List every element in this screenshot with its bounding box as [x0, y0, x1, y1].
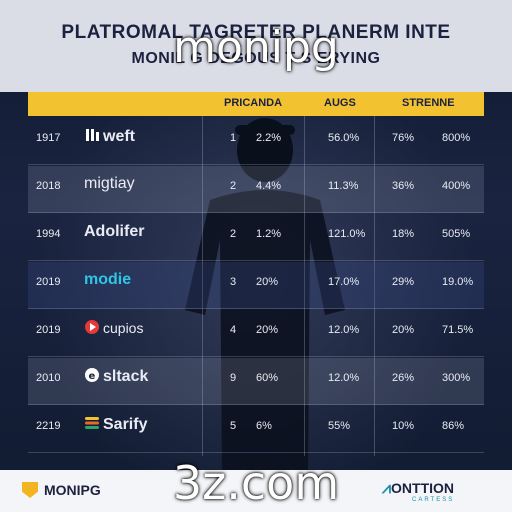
year-cell: 1917: [36, 132, 61, 144]
page-subtitle: MONIL G DEGOUS T S ERYING: [131, 50, 381, 67]
stripes-logo-icon: [85, 417, 99, 429]
value-cell: 71.5%: [442, 324, 474, 336]
person-silhouette: [185, 118, 345, 470]
value-cell: 29%: [392, 276, 415, 288]
year-cell: 1994: [36, 228, 61, 240]
value-cell: 17.0%: [328, 276, 360, 288]
rank-cell: 4: [230, 324, 237, 336]
header-band: [0, 0, 512, 92]
value-cell: 20%: [256, 276, 279, 288]
value-cell: 505%: [442, 228, 471, 240]
shield-logo-icon: [22, 482, 38, 498]
value-cell: 11.3%: [328, 180, 359, 192]
year-cell: 2018: [36, 180, 61, 192]
table-row: 2018 migtiay 2 4.4% 11.3% 36% 400%: [28, 166, 484, 213]
brand-cell: Adolifer: [84, 223, 144, 241]
table-row: 1917 weft 1 2.2% 56.0% 76% 800%: [28, 118, 484, 165]
column-header-augs: AUGS: [324, 97, 356, 109]
value-cell: 121.0%: [328, 228, 366, 240]
rank-cell: 9: [230, 372, 237, 384]
value-cell: 800%: [442, 132, 471, 144]
brand-name: sltack: [103, 368, 149, 385]
footer-bar: MONIPG ⩘ONTTION CARTESS: [0, 470, 512, 512]
brand-name: weft: [103, 128, 135, 145]
table-row: 2019 modie 3 20% 17.0% 29% 19.0%: [28, 262, 484, 309]
column-divider: [304, 116, 305, 456]
vertical-bars-logo-icon: [86, 129, 99, 141]
m-logo-icon: ⩘: [382, 480, 392, 497]
value-cell: 10%: [392, 420, 415, 432]
column-divider: [374, 116, 375, 456]
rank-cell: 1: [230, 132, 237, 144]
value-cell: 55%: [328, 420, 351, 432]
value-cell: 1.2%: [256, 228, 282, 240]
value-cell: 20%: [392, 324, 415, 336]
table-row: 1994 Adolifer 2 1.2% 121.0% 18% 505%: [28, 214, 484, 261]
value-cell: 26%: [392, 372, 415, 384]
footer-right-label: ONTTION: [391, 480, 455, 496]
column-header-strenne: STRENNE: [402, 97, 455, 109]
footer-brand-left: MONIPG: [22, 482, 101, 498]
page-title: PLATROMAL TAGRETER PLANERM INTE: [61, 22, 451, 43]
value-cell: 56.0%: [328, 132, 360, 144]
column-divider: [202, 116, 203, 456]
value-cell: 12.0%: [328, 324, 360, 336]
footer-brand-right: ⩘ONTTION: [382, 480, 454, 498]
brand-cell: Sarify: [84, 415, 147, 434]
value-cell: 300%: [442, 372, 471, 384]
brand-cell: modie: [84, 271, 131, 289]
year-cell: 2010: [36, 372, 61, 384]
brand-name: migtiay: [84, 175, 135, 192]
table-row: 2019 cupios 4 20% 12.0% 20% 71.5%: [28, 310, 484, 357]
year-cell: 2019: [36, 324, 61, 336]
value-cell: 6%: [256, 420, 272, 432]
table-row: 2219 Sarify 5 6% 55% 10% 86%: [28, 406, 484, 453]
red-play-logo-icon: [85, 320, 99, 334]
brand-cell: e sltack: [84, 367, 148, 386]
value-cell: 12.0%: [328, 372, 360, 384]
footer-left-label: MONIPG: [44, 482, 101, 498]
rank-cell: 2: [230, 228, 237, 240]
circle-e-logo-icon: e: [85, 368, 99, 382]
value-cell: 18%: [392, 228, 415, 240]
rank-cell: 2: [230, 180, 237, 192]
brand-cell: migtiay: [84, 175, 135, 193]
brand-name: cupios: [103, 320, 144, 336]
brand-cell: weft: [84, 127, 135, 146]
table-header: PRICANDA AUGS STRENNE: [28, 92, 484, 116]
value-cell: 60%: [256, 372, 279, 384]
column-header-pricanda: PRICANDA: [224, 97, 283, 109]
table-row: 2010 e sltack 9 60% 12.0% 26% 300%: [28, 358, 484, 405]
ranking-table: 1917 weft 1 2.2% 56.0% 76% 800% 2018 mig…: [28, 116, 484, 456]
year-cell: 2019: [36, 276, 61, 288]
value-cell: 19.0%: [442, 276, 474, 288]
watermark-top: monipg: [173, 22, 339, 73]
watermark-bottom: 3z.com: [172, 456, 340, 510]
rank-cell: 3: [230, 276, 237, 288]
rank-cell: 5: [230, 420, 237, 432]
footer-right-sublabel: CARTESS: [412, 497, 455, 503]
value-cell: 76%: [392, 132, 415, 144]
brand-name: Sarify: [103, 416, 148, 433]
value-cell: 2.2%: [256, 132, 282, 144]
year-cell: 2219: [36, 420, 61, 432]
svg-text:e: e: [89, 371, 96, 382]
value-cell: 86%: [442, 420, 465, 432]
brand-name: Adolifer: [84, 223, 145, 240]
value-cell: 4.4%: [256, 180, 282, 192]
value-cell: 400%: [442, 180, 471, 192]
brand-cell: cupios: [84, 319, 143, 336]
value-cell: 36%: [392, 180, 415, 192]
brand-name: modie: [84, 271, 132, 288]
value-cell: 20%: [256, 324, 279, 336]
